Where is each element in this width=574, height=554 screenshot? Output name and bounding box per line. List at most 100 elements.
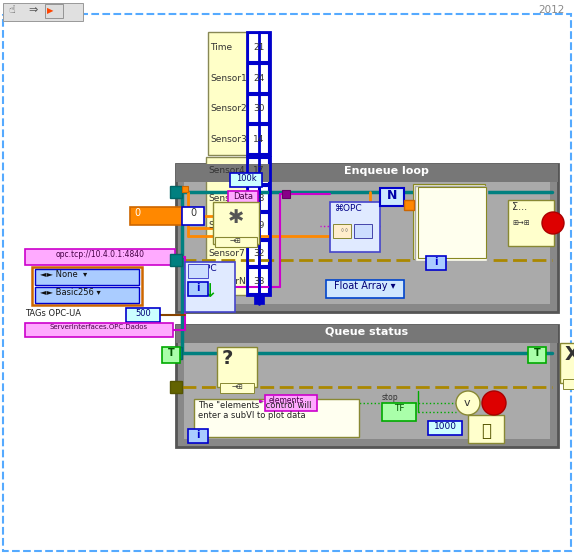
Text: ⇒: ⇒ [28,5,37,15]
Text: ◄► None  ▾: ◄► None ▾ [40,270,87,279]
Bar [333,224,351,238]
Bar [248,158,269,183]
Text: ?: ? [222,349,234,368]
Text: →⊞: →⊞ [231,384,243,390]
Text: X: X [565,345,574,364]
Bar [230,173,262,187]
Bar [170,254,182,266]
Text: ☝: ☝ [8,5,15,15]
Text: Sensor2: Sensor2 [210,104,247,114]
Bar [176,325,558,343]
Bar [176,164,558,312]
Bar [32,267,142,305]
Text: 0: 0 [190,208,196,218]
Text: 32: 32 [253,249,265,258]
Bar [326,280,404,298]
Bar [265,395,317,411]
Bar [380,188,404,206]
Text: ⌘OPC: ⌘OPC [190,264,218,273]
Bar [25,249,175,265]
Bar [35,269,139,285]
Text: i: i [435,257,438,267]
Text: 24: 24 [253,74,265,83]
Bar [182,186,188,192]
Bar [248,95,269,123]
Bar [130,207,182,225]
Text: 100k: 100k [236,174,257,183]
Text: ◄► Basic256 ▾: ◄► Basic256 ▾ [40,288,101,297]
Text: Queue status: Queue status [325,327,409,337]
Bar [188,429,208,443]
Bar [282,190,290,198]
Bar [248,186,269,211]
Text: 30: 30 [253,104,265,114]
Bar [426,256,446,270]
Text: 0: 0 [134,208,140,218]
Text: stop: stop [382,393,398,402]
Text: 1000: 1000 [433,422,456,431]
Bar [217,347,257,387]
Text: opc.tcp://10.4.0.1:4840: opc.tcp://10.4.0.1:4840 [56,250,145,259]
Bar [170,186,182,198]
Bar [254,294,264,304]
Text: N: N [387,189,397,202]
Bar [330,202,380,252]
Text: T: T [534,348,540,358]
Text: v: v [464,398,470,408]
Bar [176,325,558,447]
Bar [35,287,139,303]
Bar [248,125,269,154]
Bar [215,237,257,247]
Text: i: i [196,430,200,440]
Text: 17: 17 [253,166,265,175]
Bar [182,207,204,225]
Bar [45,4,63,18]
Text: Σ...: Σ... [512,202,527,212]
Text: ↓: ↓ [202,282,218,301]
Text: ✱: ✱ [228,208,244,227]
Bar [248,64,269,93]
Bar [188,264,208,278]
Text: T: T [168,348,174,358]
Text: 500: 500 [135,309,151,318]
Text: →⊞: →⊞ [230,238,242,244]
Text: ◦◦: ◦◦ [340,226,350,235]
Text: Sensor7: Sensor7 [208,249,245,258]
Text: Sensor6: Sensor6 [208,222,245,230]
Text: 29: 29 [253,222,265,230]
Bar [170,381,182,393]
Bar [563,379,574,389]
Bar [194,399,359,437]
Text: SensorN: SensorN [208,276,246,286]
Text: 14: 14 [253,135,265,144]
Text: Float Array ▾: Float Array ▾ [334,281,395,291]
Bar [228,191,258,205]
Text: ⊞→⊞: ⊞→⊞ [512,220,530,226]
Bar [508,200,554,246]
Bar [418,187,486,258]
Bar [428,421,462,435]
Bar [162,347,180,363]
Bar [248,33,269,61]
Text: i: i [196,283,200,293]
Bar [382,403,416,421]
Text: 21: 21 [253,43,265,52]
Bar [206,157,270,295]
Text: 28: 28 [253,194,265,203]
Bar [415,186,487,261]
Bar [248,268,269,294]
Bar [184,343,550,439]
Text: ServerInterfaces.OPC.Dados: ServerInterfaces.OPC.Dados [50,324,148,330]
Text: Sensor5: Sensor5 [208,194,245,203]
Bar [184,182,550,304]
Bar [247,32,270,155]
Bar [185,262,235,312]
Text: Enqueue loop: Enqueue loop [344,166,429,176]
Text: Sensor4: Sensor4 [208,166,245,175]
Circle shape [482,391,506,415]
Bar [248,213,269,239]
Bar [247,157,270,295]
Bar [354,224,372,238]
Circle shape [456,391,480,415]
Text: Time: Time [210,43,232,52]
